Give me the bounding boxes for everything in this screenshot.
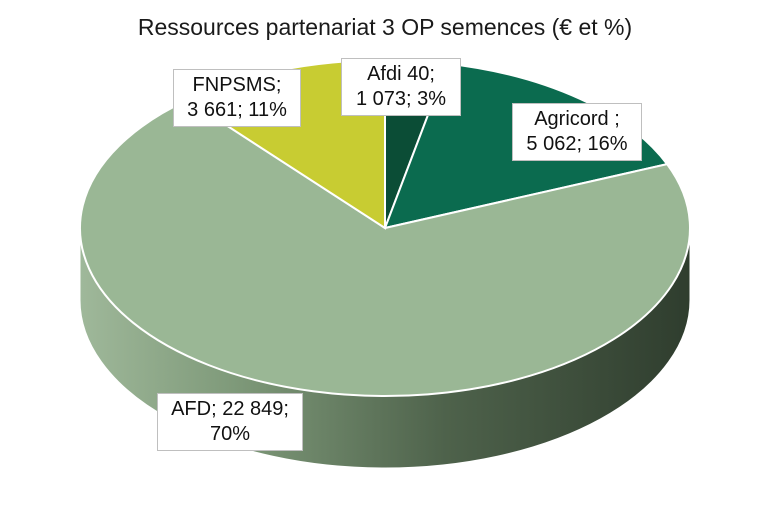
data-label-afd: AFD; 22 849; 70%	[157, 393, 303, 451]
data-label-fnpsms: FNPSMS; 3 661; 11%	[173, 69, 301, 127]
data-label-afdi: Afdi 40; 1 073; 3%	[341, 58, 461, 116]
data-label-agricord: Agricord ; 5 062; 16%	[512, 103, 642, 161]
pie-slice-afd	[79, 98, 691, 397]
chart-title: Ressources partenariat 3 OP semences (€ …	[137, 14, 633, 40]
